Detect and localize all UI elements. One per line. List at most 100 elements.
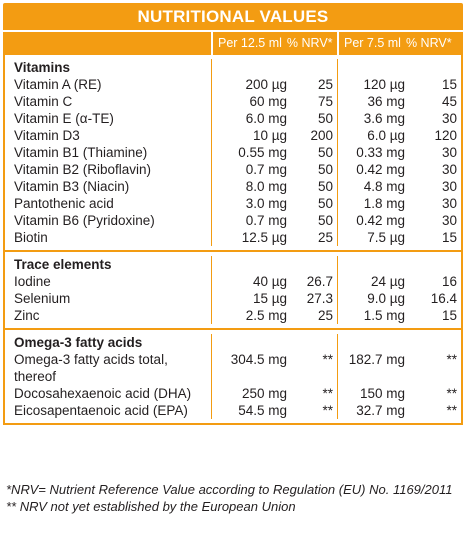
nrv-per-12-5: 50 (317, 145, 333, 160)
heading-blank-cell (407, 59, 461, 76)
heading-blank-cell (289, 334, 337, 351)
nutrient-name: Vitamin B2 (Riboflavin) (14, 162, 152, 177)
amount-per-7-5: 3.6 mg (337, 110, 407, 127)
amount-per-7-5: 36 mg (337, 93, 407, 110)
column-header-per-12-5: Per 12.5 ml (218, 36, 282, 50)
nrv-per-7-5: 30 (441, 196, 457, 211)
nrv-per-12-5: ** (322, 386, 333, 401)
nrv-per-7-5: ** (446, 352, 457, 367)
nutrient-name: Biotin (14, 230, 48, 245)
nrv-per-7-5: 16 (441, 274, 457, 289)
nutrient-name: Vitamin B3 (Niacin) (14, 179, 130, 194)
column-header-group-2: Per 7.5 ml % NRV* (337, 32, 463, 55)
amount-per-12-5: 2.5 mg (211, 307, 289, 324)
amount-per-7-5: 0.42 mg (337, 161, 407, 178)
section-heading-row: Omega-3 fatty acids (5, 334, 461, 351)
table-row: Vitamin B3 (Niacin) 8.0 mg 50 4.8 mg 30 (5, 178, 461, 195)
table-row: Biotin 12.5 µg 25 7.5 µg 15 (5, 229, 461, 246)
nrv-per-12-5: 26.7 (306, 274, 333, 289)
nrv-per-7-5: 30 (441, 162, 457, 177)
table-row: Vitamin A (RE) 200 µg 25 120 µg 15 (5, 76, 461, 93)
nrv-per-7-5: ** (446, 403, 457, 418)
table-row: Pantothenic acid 3.0 mg 50 1.8 mg 30 (5, 195, 461, 212)
amount-per-7-5: 182.7 mg (337, 351, 407, 385)
section-heading: Vitamins (14, 60, 71, 75)
amount-per-7-5: 0.42 mg (337, 212, 407, 229)
table-row: Iodine 40 µg 26.7 24 µg 16 (5, 273, 461, 290)
column-header-nrv-2: % NRV* (405, 36, 452, 50)
amount-per-12-5: 0.55 mg (211, 144, 289, 161)
heading-blank-cell (289, 59, 337, 76)
nrv-per-7-5: 15 (441, 308, 457, 323)
table-row: Zinc 2.5 mg 25 1.5 mg 15 (5, 307, 461, 324)
nutrient-name: Vitamin E (α-TE) (14, 111, 114, 126)
section-2: Omega-3 fatty acids Omega-3 fatty acids t… (5, 328, 461, 423)
heading-blank-cell (211, 59, 289, 76)
table-row: Vitamin B6 (Pyridoxine) 0.7 mg 50 0.42 mg 30 (5, 212, 461, 229)
nrv-per-7-5: 120 (434, 128, 457, 143)
amount-per-7-5: 24 µg (337, 273, 407, 290)
nrv-per-12-5: 50 (317, 196, 333, 211)
amount-per-12-5: 60 mg (211, 93, 289, 110)
amount-per-7-5: 4.8 mg (337, 178, 407, 195)
table-row: Docosahexaenoic acid (DHA) 250 mg ** 150 mg… (5, 385, 461, 402)
nrv-per-12-5: 50 (317, 162, 333, 177)
amount-per-12-5: 10 µg (211, 127, 289, 144)
amount-per-7-5: 32.7 mg (337, 402, 407, 419)
heading-blank-cell (337, 256, 407, 273)
nutrient-name: Zinc (14, 308, 40, 323)
table-row: Vitamin B1 (Thiamine) 0.55 mg 50 0.33 mg 30 (5, 144, 461, 161)
amount-per-12-5: 0.7 mg (211, 161, 289, 178)
column-header-group-1: Per 12.5 ml % NRV* (211, 32, 337, 55)
nrv-per-7-5: 15 (441, 77, 457, 92)
table-body: Vitamins Vitamin A (RE) 200 µg 25 120 µg 15 Vi… (3, 55, 463, 425)
amount-per-12-5: 54.5 mg (211, 402, 289, 419)
nutrition-table: NUTRITIONAL VALUES Per 12.5 ml % NRV* Per… (3, 3, 463, 425)
amount-per-12-5: 12.5 µg (211, 229, 289, 246)
nrv-per-12-5: 50 (317, 111, 333, 126)
nrv-per-12-5: ** (322, 352, 333, 367)
table-row: Vitamin D3 10 µg 200 6.0 µg 120 (5, 127, 461, 144)
amount-per-12-5: 0.7 mg (211, 212, 289, 229)
nrv-per-7-5: 30 (441, 111, 457, 126)
amount-per-7-5: 1.5 mg (337, 307, 407, 324)
nrv-per-12-5: 50 (317, 213, 333, 228)
nutrient-name: Selenium (14, 291, 71, 306)
heading-blank-cell (211, 256, 289, 273)
nrv-per-7-5: 30 (441, 179, 457, 194)
nutrient-name: Vitamin C (14, 94, 73, 109)
section-1: Trace elements Iodine 40 µg 26.7 24 µg 16 Sele… (5, 250, 461, 328)
nrv-per-12-5: 27.3 (306, 291, 333, 306)
nrv-per-7-5: 45 (441, 94, 457, 109)
nrv-per-12-5: 75 (317, 94, 333, 109)
nrv-per-12-5: ** (322, 403, 333, 418)
heading-blank-cell (289, 256, 337, 273)
nrv-per-7-5: 30 (441, 213, 457, 228)
footnote-nrv: *NRV= Nutrient Reference Value according… (6, 482, 453, 497)
table-title: NUTRITIONAL VALUES (3, 3, 463, 30)
column-header-row: Per 12.5 ml % NRV* Per 7.5 ml % NRV* (3, 30, 463, 55)
nutrient-name: Docosahexaenoic acid (DHA) (14, 386, 192, 401)
section-heading-row: Vitamins (5, 59, 461, 76)
nutrient-name: Eicosapentaenoic acid (EPA) (14, 403, 188, 418)
amount-per-7-5: 1.8 mg (337, 195, 407, 212)
table-row: Omega-3 fatty acids total, thereof 304.5 … (5, 351, 461, 385)
nrv-per-12-5: 25 (317, 77, 333, 92)
nutrient-name: Iodine (14, 274, 51, 289)
column-header-per-7-5: Per 7.5 ml (344, 36, 401, 50)
amount-per-12-5: 8.0 mg (211, 178, 289, 195)
amount-per-12-5: 15 µg (211, 290, 289, 307)
footnotes: *NRV= Nutrient Reference Value according… (6, 481, 464, 515)
nutrient-name: Pantothenic acid (14, 196, 114, 211)
amount-per-12-5: 6.0 mg (211, 110, 289, 127)
amount-per-12-5: 304.5 mg (211, 351, 289, 385)
column-header-nrv-1: % NRV* (286, 36, 333, 50)
section-0: Vitamins Vitamin A (RE) 200 µg 25 120 µg 15 Vi… (5, 55, 461, 250)
nrv-per-12-5: 200 (310, 128, 333, 143)
section-heading-row: Trace elements (5, 256, 461, 273)
column-header-blank (3, 32, 211, 55)
amount-per-7-5: 0.33 mg (337, 144, 407, 161)
nutrient-name: Vitamin B1 (Thiamine) (14, 145, 148, 160)
amount-per-7-5: 9.0 µg (337, 290, 407, 307)
nrv-per-12-5: 50 (317, 179, 333, 194)
